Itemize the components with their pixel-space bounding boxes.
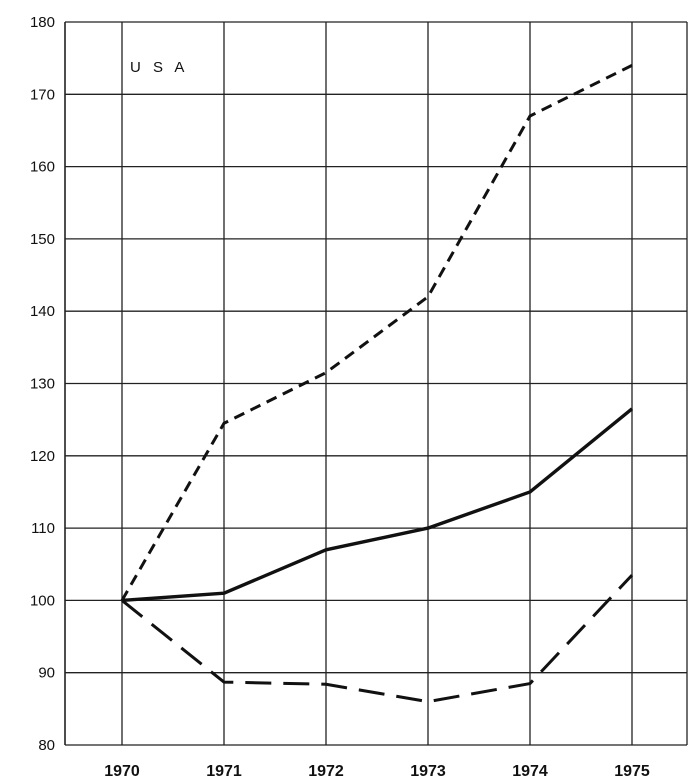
grid (64, 21, 688, 746)
y-tick-label: 150 (30, 231, 55, 248)
y-tick-label: 140 (30, 303, 55, 320)
series-line-short-dash (120, 64, 633, 602)
region-annotation: U S A (130, 59, 188, 76)
y-tick-label: 160 (30, 159, 55, 176)
series-lines (120, 64, 634, 704)
x-tick-label: 1975 (614, 763, 650, 780)
x-tick-label: 1971 (206, 763, 242, 780)
y-tick-label: 180 (30, 14, 55, 31)
series-line-solid (121, 407, 634, 603)
y-tick-label: 120 (30, 448, 55, 465)
series-line-long-dash (121, 574, 634, 704)
x-tick-label: 1970 (104, 763, 140, 780)
y-axis-tick-labels: 80 90 100 110 120 130 140 150 160 170 180 (30, 14, 55, 754)
y-tick-label: 90 (38, 665, 55, 682)
y-tick-label: 130 (30, 376, 55, 393)
x-tick-label: 1972 (308, 763, 344, 780)
x-tick-label: 1973 (410, 763, 446, 780)
y-tick-label: 110 (31, 520, 55, 537)
y-tick-label: 100 (30, 592, 55, 609)
y-tick-label: 170 (30, 86, 55, 103)
x-tick-label: 1974 (512, 763, 548, 780)
x-axis-tick-labels: 1970 1971 1972 1973 1974 1975 (104, 763, 650, 780)
y-tick-label: 80 (38, 737, 55, 754)
